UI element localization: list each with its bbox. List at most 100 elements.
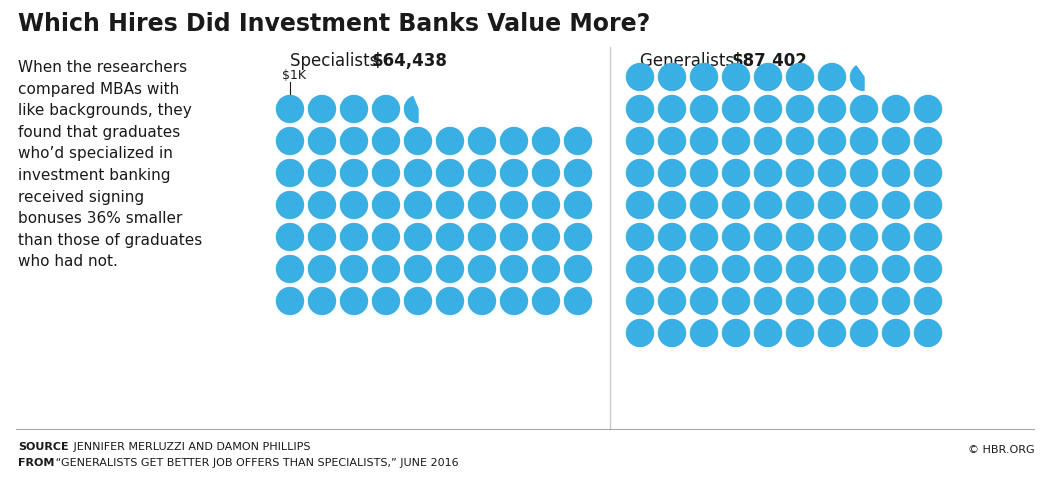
Circle shape: [755, 128, 781, 155]
Circle shape: [627, 320, 653, 347]
Circle shape: [501, 256, 527, 283]
Circle shape: [340, 160, 367, 187]
Circle shape: [627, 192, 653, 219]
Circle shape: [819, 192, 845, 219]
Circle shape: [373, 256, 399, 283]
Circle shape: [691, 160, 717, 187]
Circle shape: [882, 128, 909, 155]
Circle shape: [786, 288, 814, 315]
Circle shape: [565, 128, 591, 155]
Circle shape: [276, 192, 303, 219]
Circle shape: [819, 256, 845, 283]
Circle shape: [819, 288, 845, 315]
Circle shape: [437, 224, 463, 251]
Text: SOURCE: SOURCE: [18, 441, 68, 451]
Circle shape: [501, 160, 527, 187]
Circle shape: [309, 128, 336, 155]
Circle shape: [276, 256, 303, 283]
Circle shape: [437, 288, 463, 315]
Circle shape: [722, 160, 750, 187]
Circle shape: [627, 64, 653, 91]
Text: Generalists: Generalists: [640, 52, 744, 70]
Circle shape: [627, 256, 653, 283]
Circle shape: [850, 288, 878, 315]
Circle shape: [276, 128, 303, 155]
Circle shape: [755, 64, 781, 91]
Circle shape: [565, 224, 591, 251]
Text: JENNIFER MERLUZZI AND DAMON PHILLIPS: JENNIFER MERLUZZI AND DAMON PHILLIPS: [70, 441, 311, 451]
Circle shape: [850, 192, 878, 219]
Circle shape: [915, 288, 942, 315]
Circle shape: [755, 224, 781, 251]
Circle shape: [850, 256, 878, 283]
Text: © HBR.ORG: © HBR.ORG: [968, 444, 1035, 454]
Wedge shape: [850, 67, 864, 91]
Circle shape: [786, 64, 814, 91]
Circle shape: [882, 192, 909, 219]
Circle shape: [755, 96, 781, 123]
Circle shape: [437, 160, 463, 187]
Circle shape: [658, 288, 686, 315]
Circle shape: [691, 64, 717, 91]
Circle shape: [565, 192, 591, 219]
Circle shape: [627, 128, 653, 155]
Circle shape: [437, 256, 463, 283]
Circle shape: [691, 224, 717, 251]
Circle shape: [627, 224, 653, 251]
Circle shape: [468, 160, 496, 187]
Circle shape: [404, 256, 432, 283]
Circle shape: [882, 288, 909, 315]
Circle shape: [565, 288, 591, 315]
Circle shape: [373, 128, 399, 155]
Circle shape: [276, 224, 303, 251]
Circle shape: [658, 160, 686, 187]
Circle shape: [437, 192, 463, 219]
Circle shape: [755, 192, 781, 219]
Wedge shape: [404, 97, 418, 123]
Text: $87,402: $87,402: [732, 52, 807, 70]
Circle shape: [373, 192, 399, 219]
Circle shape: [850, 224, 878, 251]
Circle shape: [532, 192, 560, 219]
Circle shape: [722, 96, 750, 123]
Text: $64,438: $64,438: [372, 52, 448, 70]
Circle shape: [722, 64, 750, 91]
Circle shape: [755, 160, 781, 187]
Circle shape: [532, 224, 560, 251]
Circle shape: [658, 64, 686, 91]
Circle shape: [915, 96, 942, 123]
Circle shape: [565, 160, 591, 187]
Circle shape: [722, 128, 750, 155]
Circle shape: [627, 288, 653, 315]
Circle shape: [309, 288, 336, 315]
Circle shape: [691, 320, 717, 347]
Circle shape: [786, 256, 814, 283]
Circle shape: [276, 288, 303, 315]
Circle shape: [532, 288, 560, 315]
Circle shape: [340, 224, 367, 251]
Circle shape: [340, 128, 367, 155]
Circle shape: [627, 96, 653, 123]
Circle shape: [309, 256, 336, 283]
Circle shape: [819, 320, 845, 347]
Circle shape: [658, 128, 686, 155]
Circle shape: [468, 224, 496, 251]
Circle shape: [915, 224, 942, 251]
Circle shape: [722, 224, 750, 251]
Circle shape: [565, 256, 591, 283]
Circle shape: [532, 128, 560, 155]
Circle shape: [340, 288, 367, 315]
Circle shape: [882, 96, 909, 123]
Circle shape: [658, 256, 686, 283]
Circle shape: [340, 192, 367, 219]
Text: Which Hires Did Investment Banks Value More?: Which Hires Did Investment Banks Value M…: [18, 12, 650, 36]
Circle shape: [627, 160, 653, 187]
Circle shape: [915, 128, 942, 155]
Circle shape: [819, 128, 845, 155]
Circle shape: [691, 256, 717, 283]
Circle shape: [755, 256, 781, 283]
Circle shape: [691, 288, 717, 315]
Circle shape: [786, 128, 814, 155]
Circle shape: [850, 160, 878, 187]
Circle shape: [501, 192, 527, 219]
